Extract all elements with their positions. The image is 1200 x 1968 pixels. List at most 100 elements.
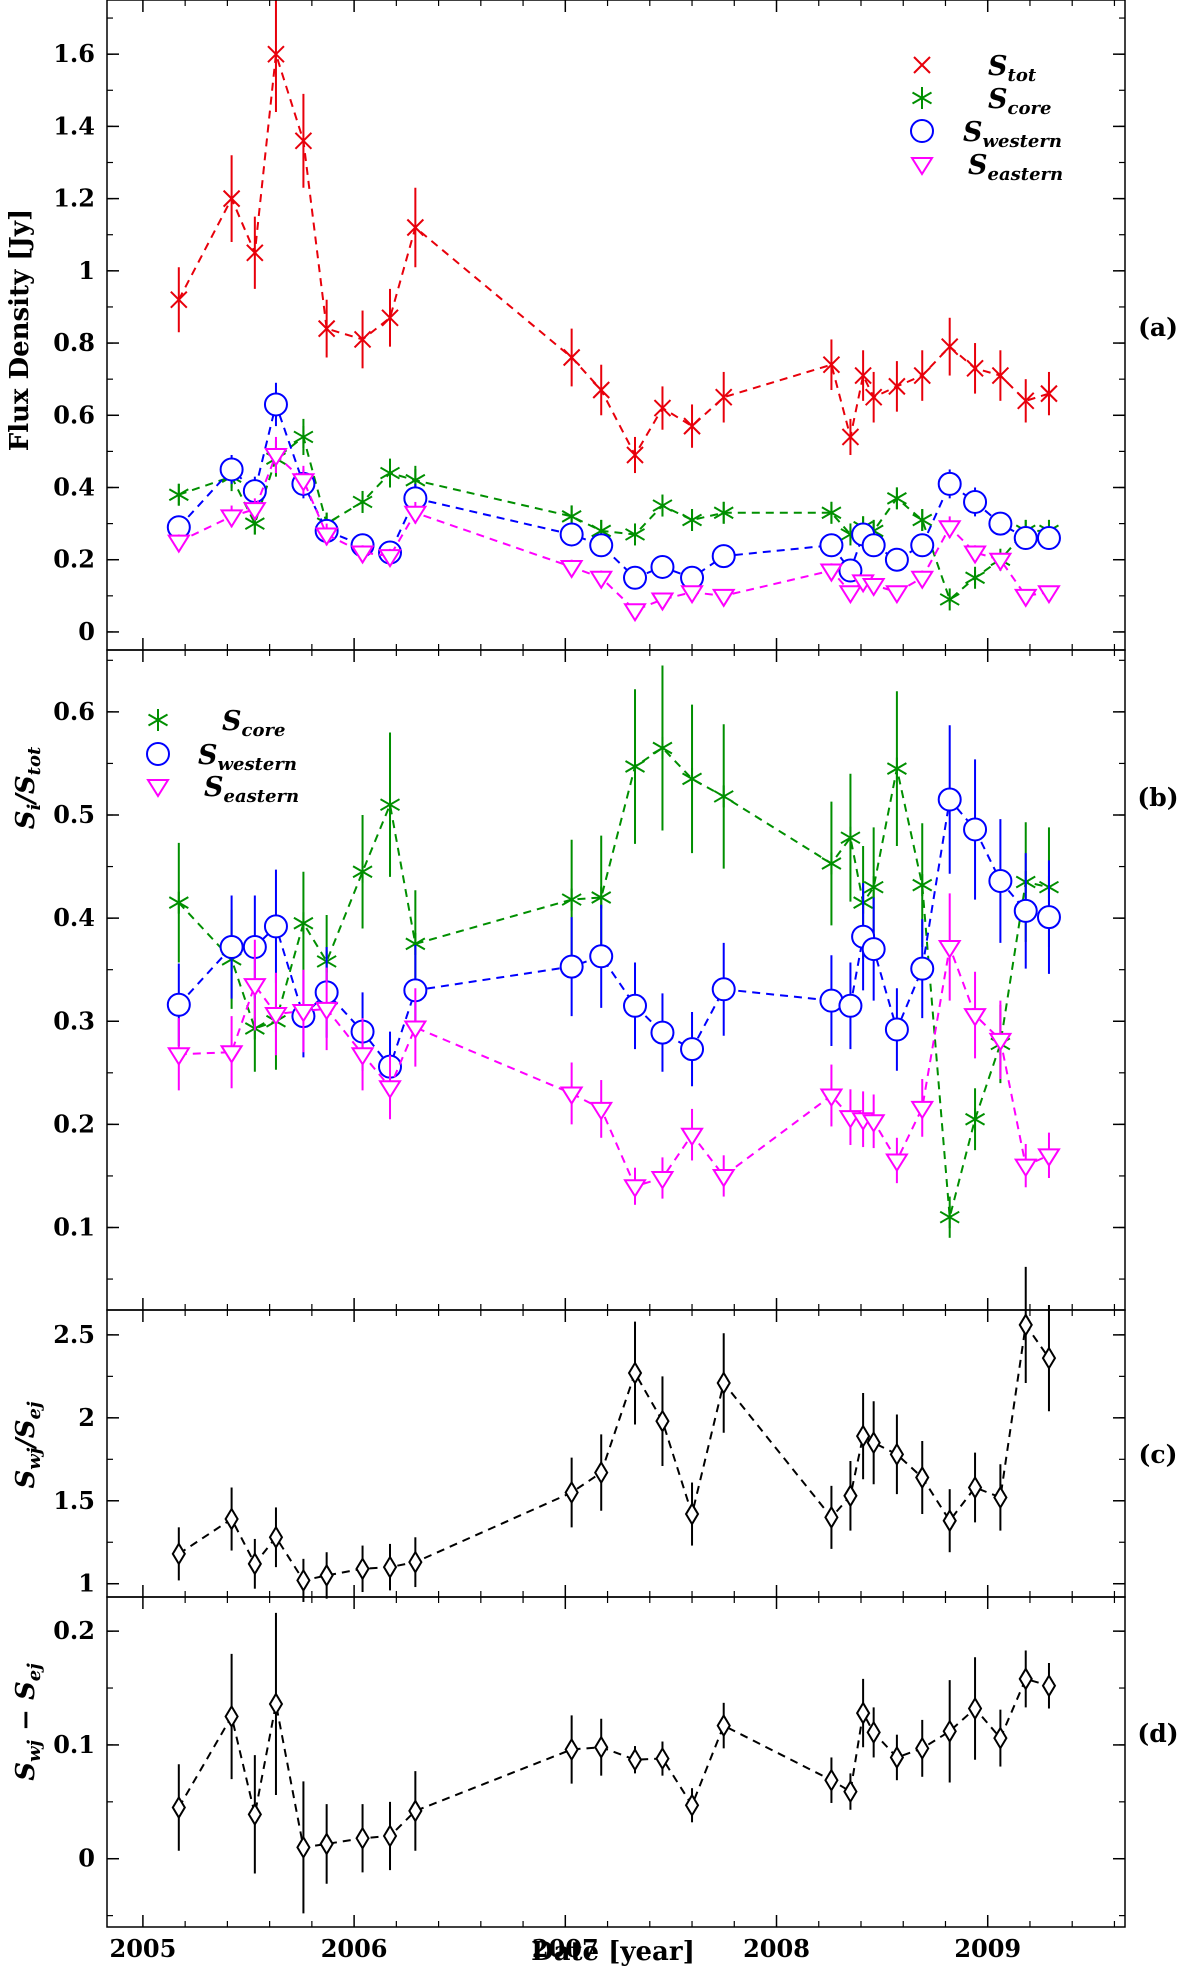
panel-b-series-1-point-0 [166,992,191,1017]
panel-a-series-0-point-15 [822,356,841,374]
panel-a-ytick-label-3: 0.6 [53,400,95,429]
panel-c-series-0-point-15-shape [824,1505,839,1530]
panel-d-series-0-point-1-shape [224,1704,239,1729]
panel-c-y-axis-title: Swj/Sej [11,1401,45,1489]
panel-a-series-2-point-25 [1036,526,1061,551]
panel-b-series-2-point-1 [219,1045,244,1065]
panel-a-series-1-point-11 [625,523,646,546]
panel-b-ytick-label-1: 0.2 [53,1109,95,1138]
panel-d-series-0-point-6 [355,1826,370,1851]
panel-c-series-0-point-12 [655,1409,670,1434]
panel-d-series-0-point-7 [382,1824,398,1848]
panel-a-ytick-label-4: 0.8 [53,328,95,357]
panel-d-series-0-point-14-shape [716,1713,731,1738]
panel-b-series-1-point-12 [650,1020,675,1045]
panel-b-series-2 [167,893,1061,1205]
panel-b-series-0-point-9-stroke3 [561,893,582,906]
panel-a-series-0-point-9-stroke2 [562,348,581,367]
panel-b-series-0-point-20 [912,874,933,897]
panel-b-series-2-point-2-shape [243,978,267,998]
panel-a-series-3-point-10-shape [589,570,614,590]
panel-d-series-0-point-18 [866,1720,881,1745]
panel-a-series-0-point-2-stroke2 [246,244,264,262]
panel-b-series-0-point-8-stroke3 [405,937,426,951]
panel-c-ytick-label-3: 2.5 [53,1320,95,1349]
panel-a-series-1-line [178,435,1049,602]
panel-d-ticks: 0 0.1 0.2 2005 2006 2007 2008 2009 [53,1597,1125,1963]
panel-d-series-0-point-23-shape [993,1726,1008,1751]
panel-a-series-2-point-18-ring [861,533,886,558]
panel-b-series-0-point-16 [840,826,861,849]
panel-d-series-0-point-19 [889,1745,905,1770]
panel-b-series-1-point-9 [559,954,584,979]
panel-a-series-1-point-2-stroke3 [244,517,265,530]
panel-c-series-0-point-17-shape [855,1424,871,1449]
panel-a-series-3-point-4-shape [291,473,316,493]
panel-a-series-0-point-7-stroke2 [381,309,399,327]
panel-a-series-3-point-1 [219,509,244,529]
panel-a-series-3-point-22 [963,545,987,565]
legend-b-label-eastern: S [204,772,224,803]
panel-c-series-0-point-21 [942,1508,957,1533]
panel-c-ticks: 1 1.5 2 2.5 [53,1310,1125,1598]
panel-a-series-0-point-21-stroke2 [940,337,959,356]
panel-a-series-0-point-3-stroke2 [267,45,285,63]
panel-c-jet-ratio: 1 1.5 2 2.5 Swj/Sej (c) [11,1266,1177,1602]
panel-c-series-0-point-5-shape [319,1563,334,1588]
panel-c-series-0-point-16-shape [843,1483,858,1508]
svg-text:Score: Score [222,706,285,741]
panel-b-series-2-point-11 [623,1179,647,1199]
panel-a-series-3-point-3 [264,448,288,467]
svg-text:Score: Score [988,84,1051,119]
panel-a-series-2-point-9 [559,522,584,547]
panel-b-series-0-point-9 [561,888,582,911]
legend-b-label-core: S [222,706,242,737]
panel-a-series-0-point-19-stroke2 [888,377,906,396]
panel-a-series-0-point-15-stroke2 [822,356,841,374]
panel-d-series-0-point-16-shape [843,1779,858,1804]
panel-c-series-0-point-19 [889,1442,905,1467]
panel-a-series-2-point-15 [819,533,844,558]
panel-a-legend-marker-2-shape-ring [910,119,934,143]
panel-b-series-2-point-19 [885,1153,909,1173]
panel-a-series-3-point-20-shape [910,570,935,590]
panel-b-series-2-point-19-shape [885,1153,909,1173]
panel-b-series-0-point-7-stroke3 [380,798,401,812]
panel-a-series-3-point-18 [861,578,886,597]
legend-b-marker-asterisk [147,709,169,731]
panel-a-series-3-point-11 [623,603,647,623]
panel-a-series-1-point-8-stroke3 [405,473,426,487]
panel-c-series-0-point-3 [268,1525,284,1550]
panel-c-series-0-point-18 [866,1430,881,1455]
panel-b-series-2-point-22 [963,1008,987,1027]
panel-b-series-2-point-13-shape [680,1127,704,1147]
panel-a-series-3-point-16-shape [838,585,863,605]
panel-a-series-3-point-16 [838,585,863,605]
panel-a-series-3-point-25 [1037,585,1061,605]
panel-b-ylabel-main: S [11,810,41,829]
panel-a-series-0-point-5 [317,319,336,338]
panel-b-series-1-point-3-ring [263,914,288,939]
panel-a-series-0-point-8-stroke2 [406,218,425,237]
panel-d-series-0-point-21-shape [942,1719,957,1744]
panel-c-series-0-point-15 [824,1505,839,1530]
panel-a-tag: (a) [1138,313,1178,342]
panel-d-ylabel-main: S [11,1762,41,1781]
panel-a-ytick-label-1: 0.2 [53,545,95,574]
panel-c-series-0-point-22 [967,1475,983,1500]
panel-a-series-3-point-24 [1013,588,1038,608]
panel-b-series-1-point-10 [589,944,614,969]
panel-c-series-0-point-18-shape [866,1430,881,1455]
panel-b-y-axis-title: Si/Stot [11,746,45,829]
panel-c-series-0-point-8 [408,1550,423,1575]
panel-d-series-0-point-21 [942,1719,957,1744]
panel-a-series-1-point-6-stroke3 [352,495,373,509]
panel-a-series-3-point-0-shape [167,534,191,554]
panel-a-legend-marker-0-shape-stroke2 [913,56,931,74]
panel-a-series-3-point-13 [680,585,704,605]
panel-a-series-0-point-23 [991,366,1010,385]
panel-a-series-1-point-19 [886,487,907,510]
panel-a-series-1-point-11-stroke3 [625,528,646,541]
panel-d-series-0-point-20 [915,1736,930,1761]
panel-c-series-0-point-1 [224,1507,239,1531]
